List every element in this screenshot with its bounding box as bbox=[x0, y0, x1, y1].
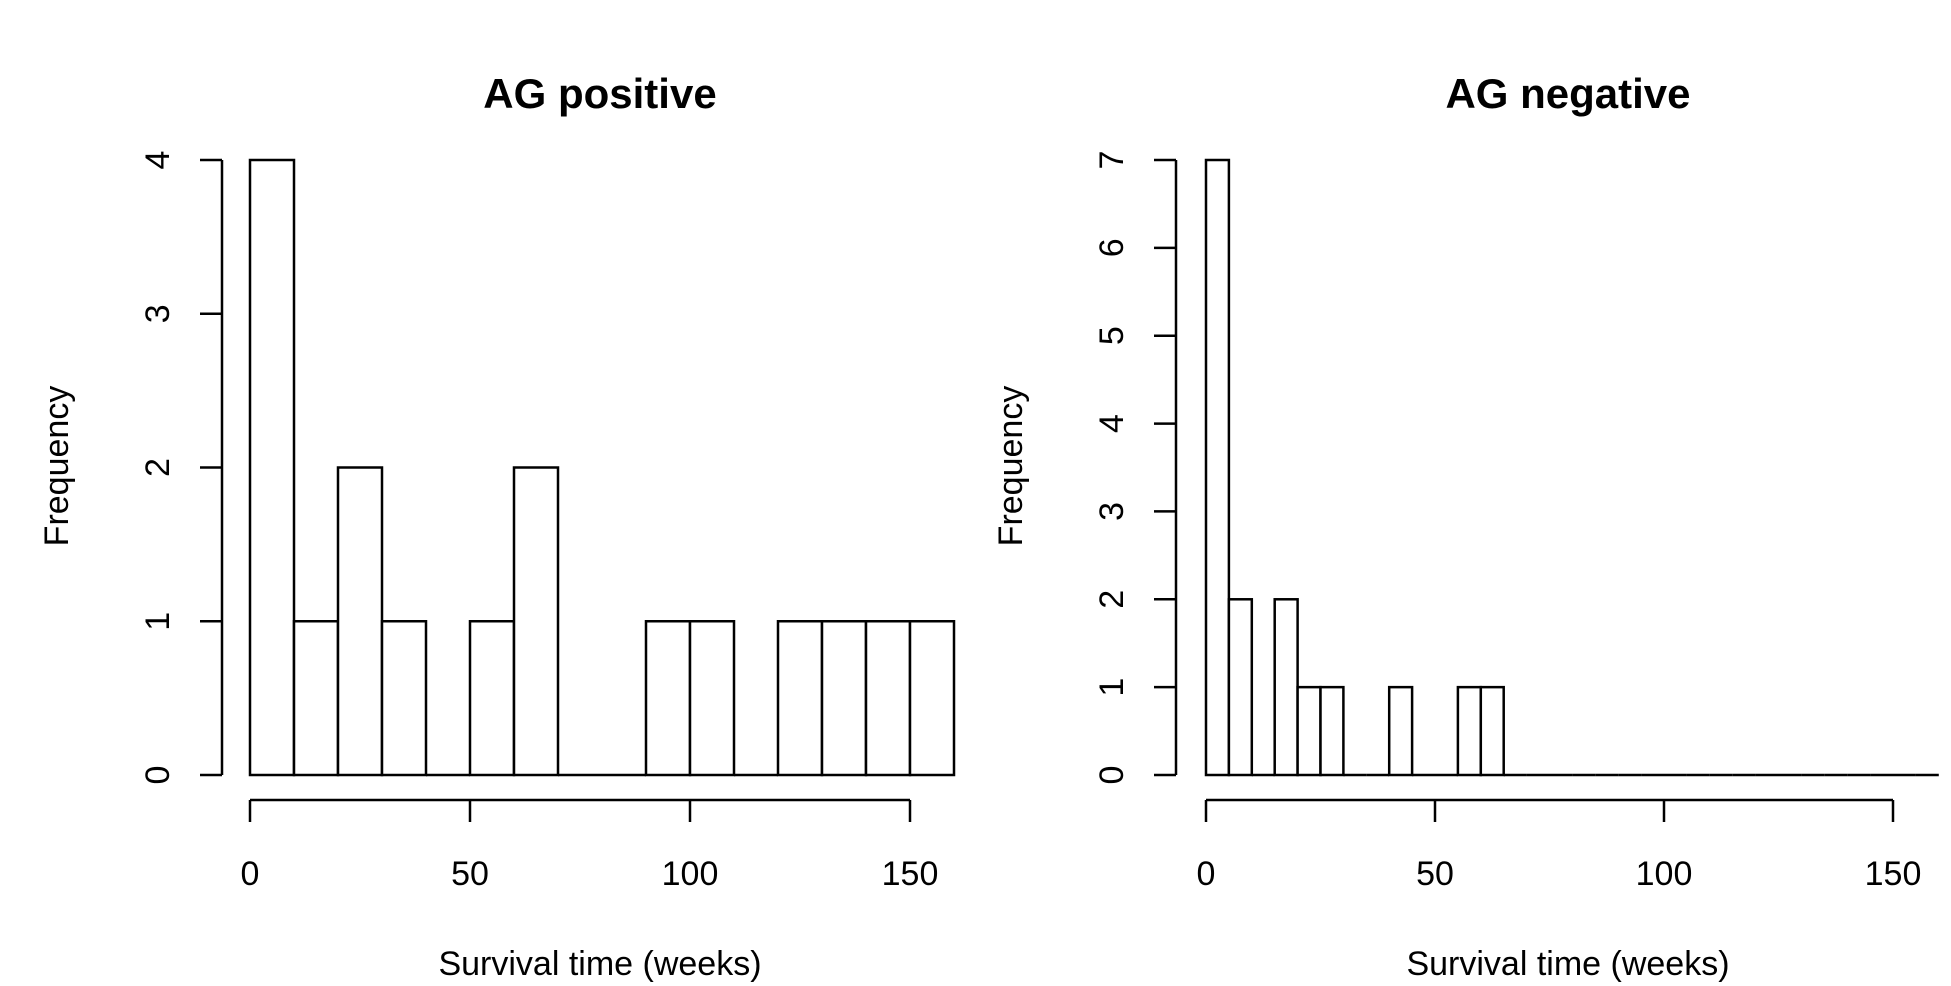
y-tick-label: 3 bbox=[1093, 502, 1131, 521]
y-axis: 0 1 2 3 4 bbox=[139, 151, 224, 785]
y-tick-label: 3 bbox=[139, 304, 177, 323]
x-tick-label: 50 bbox=[451, 855, 489, 893]
x-axis: 0 50 100 150 bbox=[1197, 798, 1922, 893]
histogram-bar bbox=[512, 466, 560, 777]
x-tick-label: 50 bbox=[1416, 855, 1454, 893]
histogram-bar bbox=[644, 620, 692, 777]
x-tick-label: 0 bbox=[241, 855, 260, 893]
bars bbox=[1204, 158, 1939, 777]
panel-ag-negative: AG negative Survival time (weeks) Freque… bbox=[992, 70, 1939, 983]
histogram-bar bbox=[1296, 685, 1322, 777]
y-axis-label: Frequency bbox=[38, 386, 76, 547]
x-tick-label: 150 bbox=[1865, 855, 1922, 893]
histogram-bar bbox=[1204, 158, 1231, 777]
y-tick-label: 0 bbox=[139, 766, 177, 785]
x-axis-label: Survival time (weeks) bbox=[438, 945, 761, 983]
y-tick-label: 2 bbox=[1093, 590, 1131, 609]
histogram-bar bbox=[908, 620, 956, 777]
histogram-bar bbox=[688, 620, 736, 777]
x-tick-label: 100 bbox=[662, 855, 719, 893]
histogram-bar bbox=[1479, 685, 1505, 777]
histogram-bar bbox=[776, 620, 824, 777]
chart-title: AG positive bbox=[483, 70, 716, 117]
histogram-bar bbox=[336, 466, 384, 777]
histogram-bar bbox=[380, 620, 428, 777]
y-tick-label: 2 bbox=[139, 458, 177, 477]
y-tick-label: 7 bbox=[1093, 151, 1131, 170]
panel-ag-positive: AG positive Survival time (weeks) Freque… bbox=[38, 70, 956, 983]
y-tick-label: 6 bbox=[1093, 238, 1131, 257]
x-axis: 0 50 100 150 bbox=[241, 798, 939, 893]
histogram-bar bbox=[248, 158, 296, 777]
y-tick-label: 0 bbox=[1093, 766, 1131, 785]
histogram-bar bbox=[820, 620, 868, 777]
histogram-bar bbox=[468, 620, 516, 777]
y-axis: 0 1 2 3 4 5 6 7 bbox=[1093, 151, 1178, 785]
y-tick-label: 1 bbox=[1093, 678, 1131, 697]
x-tick-label: 100 bbox=[1636, 855, 1693, 893]
y-tick-label: 4 bbox=[139, 151, 177, 170]
histogram-bar bbox=[1319, 685, 1345, 777]
histogram-bar bbox=[1387, 685, 1414, 777]
y-tick-label: 5 bbox=[1093, 326, 1131, 345]
histogram-bar bbox=[292, 620, 340, 777]
y-tick-label: 4 bbox=[1093, 414, 1131, 433]
x-axis-label: Survival time (weeks) bbox=[1406, 945, 1729, 983]
histogram-bar bbox=[1273, 598, 1299, 777]
x-tick-label: 0 bbox=[1197, 855, 1216, 893]
histogram-bar bbox=[1456, 685, 1483, 777]
y-tick-label: 1 bbox=[139, 612, 177, 631]
chart-title: AG negative bbox=[1445, 70, 1690, 117]
histogram-bar bbox=[1227, 598, 1254, 777]
histogram-bar bbox=[864, 620, 912, 777]
x-tick-label: 150 bbox=[882, 855, 939, 893]
bars bbox=[248, 158, 956, 777]
y-axis-label: Frequency bbox=[992, 386, 1030, 547]
